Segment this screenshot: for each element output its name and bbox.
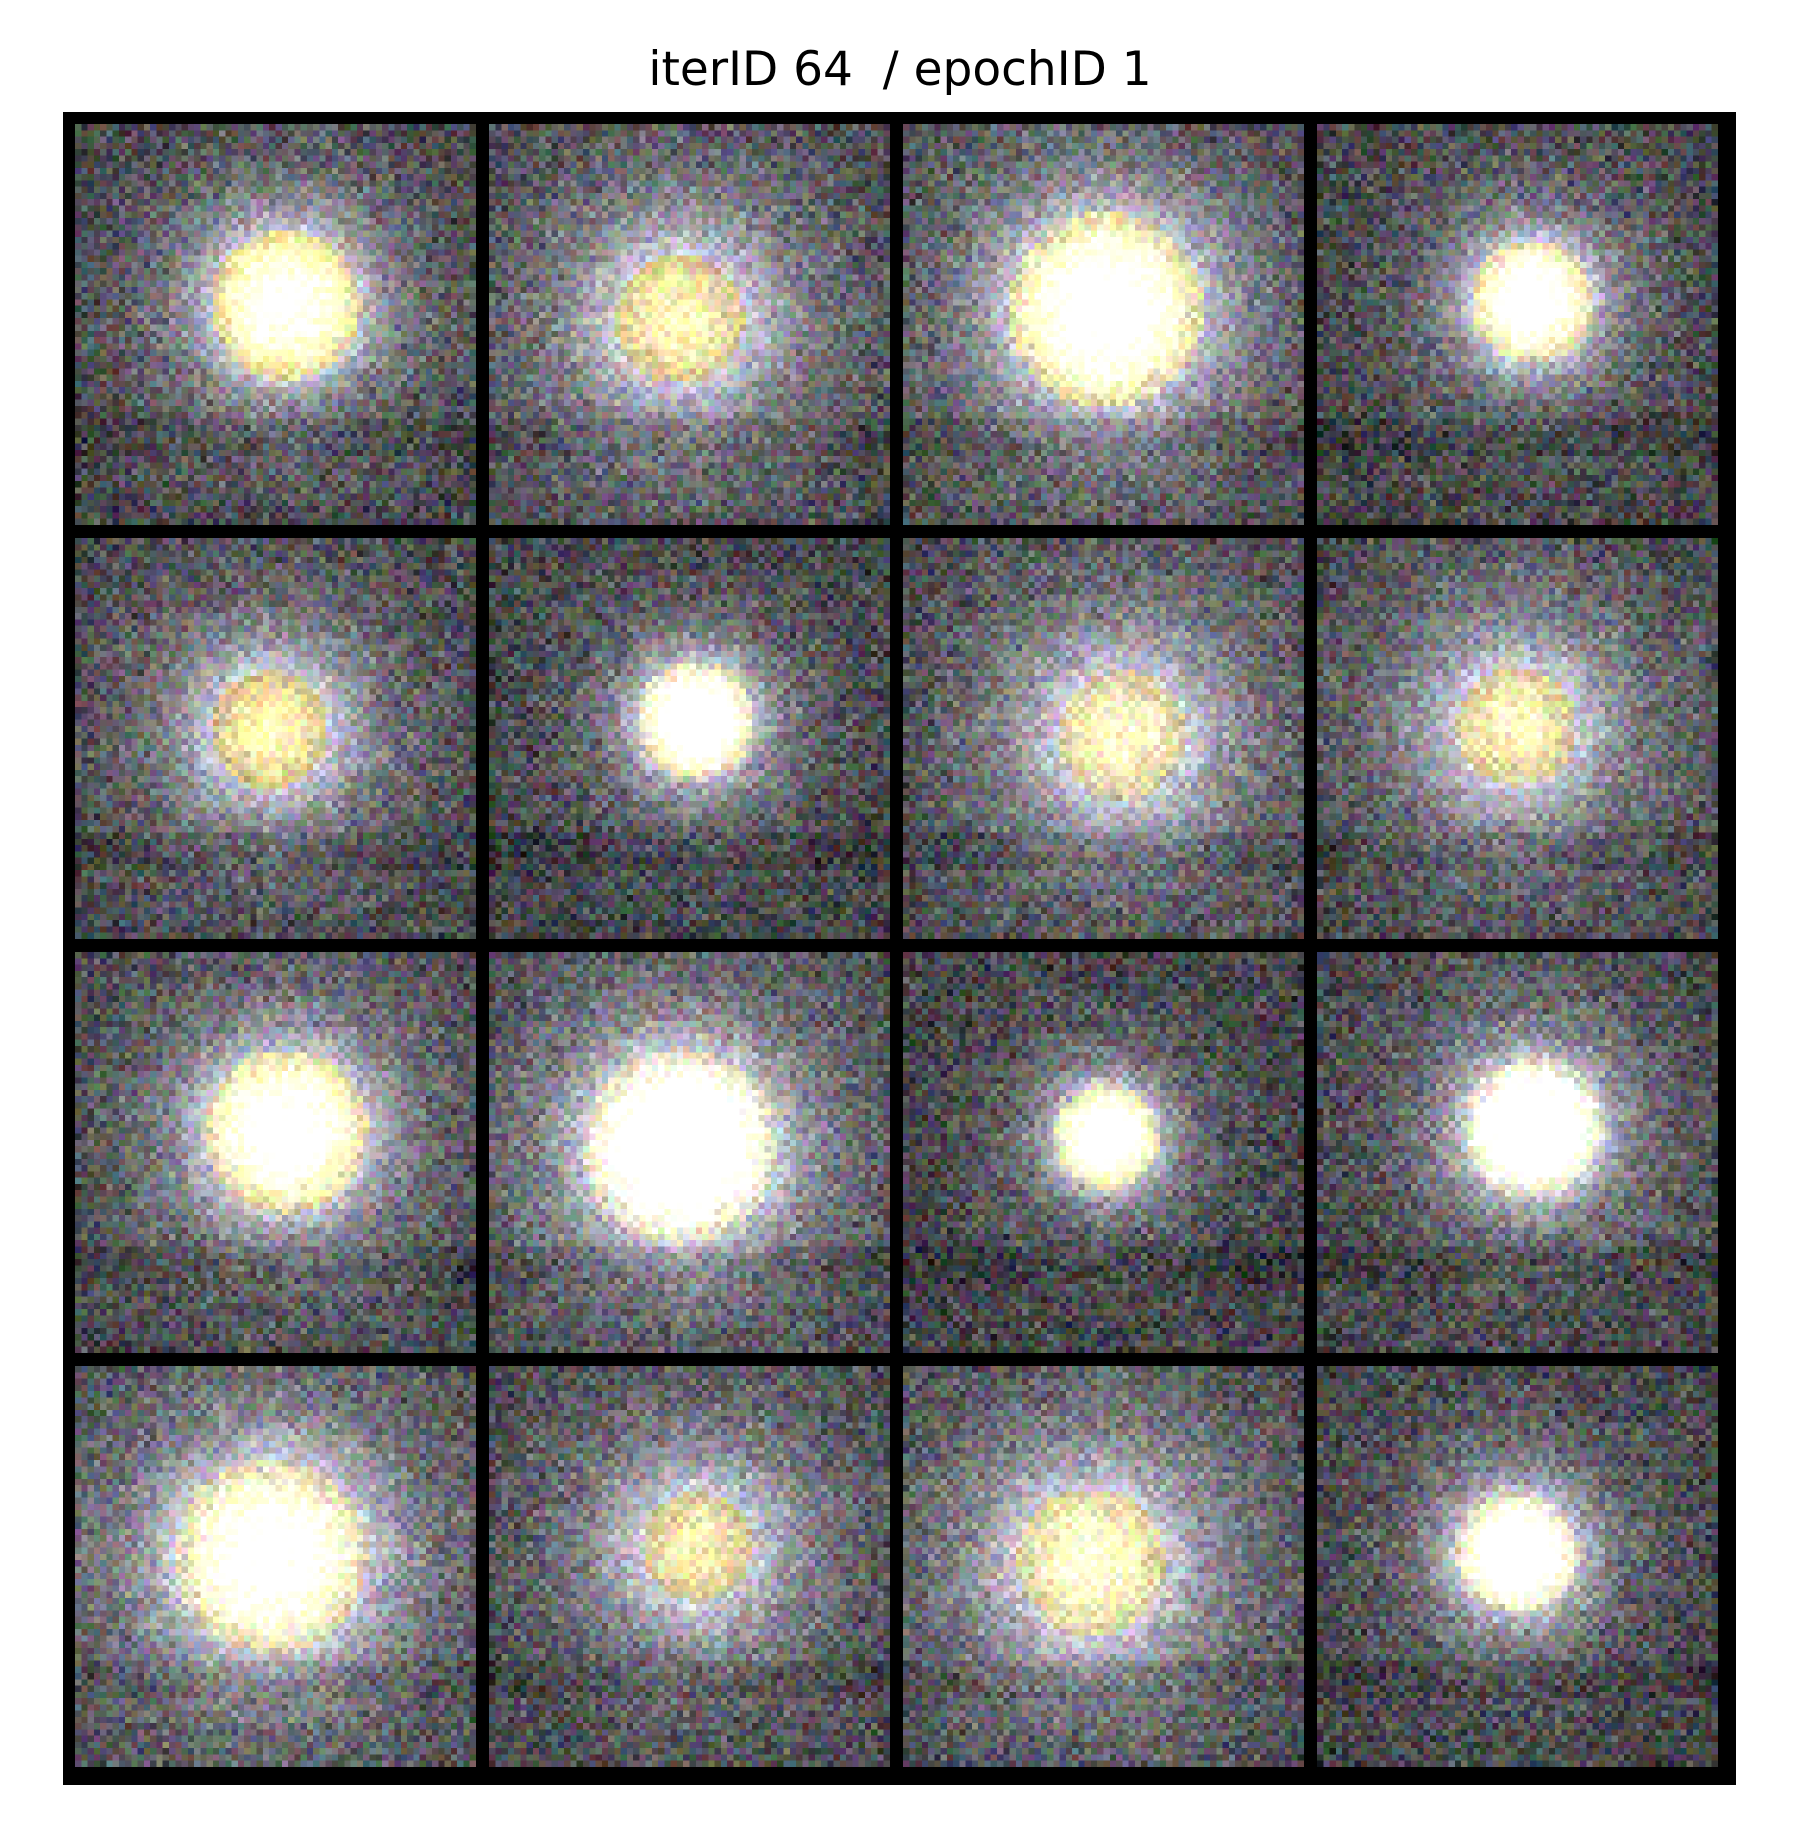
sample-image	[489, 124, 890, 525]
figure-title: iterID 64 / epochID 1	[648, 42, 1152, 97]
sample-image	[489, 1366, 890, 1767]
sample-image	[75, 1366, 476, 1767]
sample-image	[1317, 952, 1718, 1353]
sample-image-pixels	[489, 952, 890, 1353]
sample-image-pixels	[1317, 538, 1718, 939]
sample-image	[489, 538, 890, 939]
sample-image-pixels	[489, 124, 890, 525]
sample-image-pixels	[1317, 952, 1718, 1353]
sample-image-pixels	[1317, 124, 1718, 525]
sample-image	[1317, 1366, 1718, 1767]
sample-image-pixels	[489, 1366, 890, 1767]
sample-image-pixels	[75, 952, 476, 1353]
sample-image	[903, 124, 1304, 525]
sample-image	[489, 952, 890, 1353]
sample-image-pixels	[903, 952, 1304, 1353]
sample-image	[903, 1366, 1304, 1767]
sample-image-pixels	[903, 124, 1304, 525]
sample-image	[75, 538, 476, 939]
sample-image-pixels	[75, 538, 476, 939]
sample-image-grid	[63, 112, 1736, 1785]
sample-image-pixels	[75, 1366, 476, 1767]
sample-image-pixels	[489, 538, 890, 939]
sample-image	[903, 538, 1304, 939]
sample-image	[903, 952, 1304, 1353]
sample-image	[1317, 538, 1718, 939]
sample-image-pixels	[903, 538, 1304, 939]
sample-image-pixels	[75, 124, 476, 525]
sample-image	[75, 952, 476, 1353]
sample-image-pixels	[903, 1366, 1304, 1767]
sample-image	[75, 124, 476, 525]
sample-image	[1317, 124, 1718, 525]
sample-image-pixels	[1317, 1366, 1718, 1767]
